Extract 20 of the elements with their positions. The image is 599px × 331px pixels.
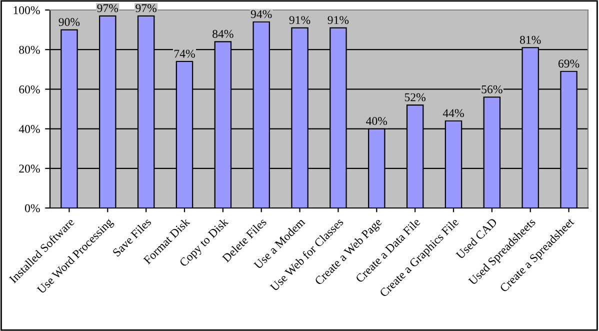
y-tick-label: 80% — [19, 46, 40, 54]
y-tick-label: 100% — [14, 6, 40, 14]
data-label: 94% — [250, 10, 272, 18]
data-label: 40% — [366, 117, 388, 126]
data-label: 81% — [520, 36, 541, 44]
y-tick-label: 0% — [24, 204, 40, 212]
y-tick-label: 40% — [18, 125, 40, 134]
data-label: 97% — [97, 4, 118, 12]
data-label: 69% — [558, 60, 580, 68]
data-label: 74% — [174, 50, 195, 58]
data-label: 52% — [404, 93, 426, 102]
y-tick-label: 20% — [19, 164, 40, 173]
data-label: 91% — [289, 16, 310, 24]
data-label: 84% — [212, 30, 234, 38]
data-label: 56% — [482, 85, 502, 94]
data-label: 97% — [136, 4, 156, 12]
data-label: 44% — [442, 109, 464, 118]
data-label: 90% — [58, 18, 80, 26]
y-tick-label: 60% — [19, 85, 40, 94]
data-label: 91% — [328, 16, 349, 24]
